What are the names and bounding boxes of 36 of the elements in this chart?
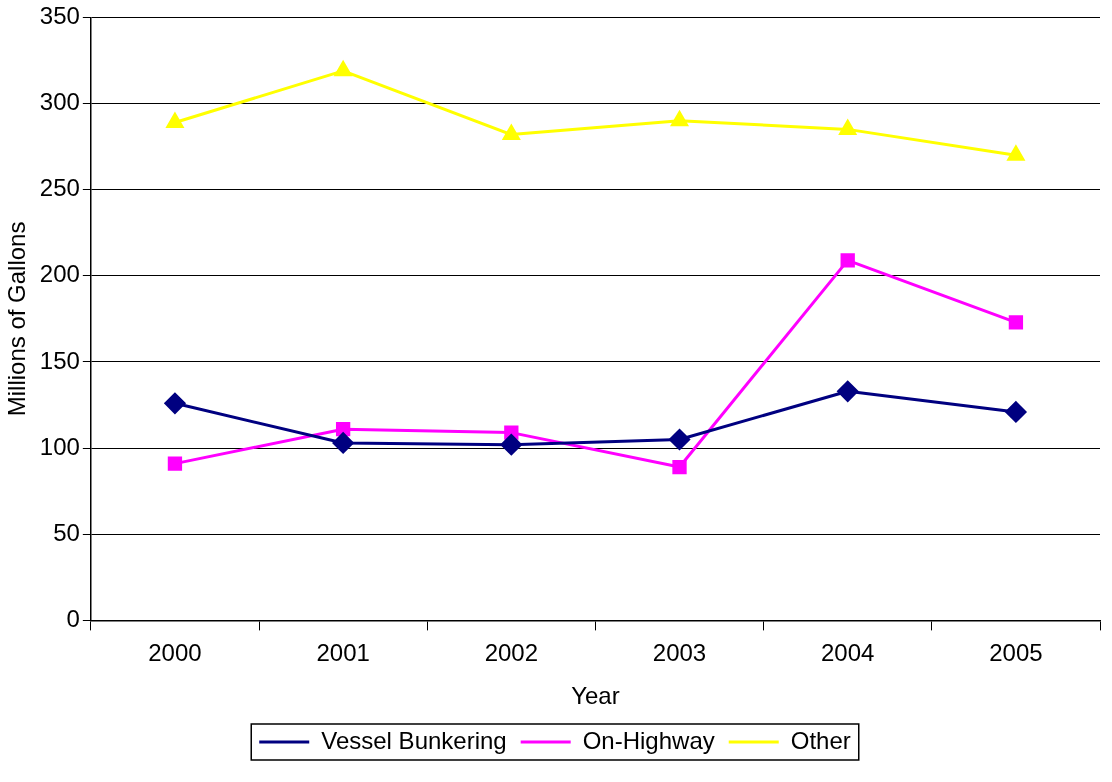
y-tick-label: 300 [39, 88, 80, 116]
point [840, 253, 855, 268]
point [1008, 315, 1024, 330]
x-tick-label: 2001 [316, 639, 370, 667]
point [166, 112, 184, 128]
y-tick-label: 150 [39, 346, 80, 374]
point [500, 434, 522, 456]
x-axis-title: Year [571, 682, 620, 710]
point [502, 125, 520, 141]
legend-label: Other [790, 726, 851, 754]
x-tick-label: 2000 [148, 639, 202, 667]
point [837, 380, 859, 402]
legend-label: On-Highway [582, 726, 715, 754]
y-tick-label: 0 [66, 605, 80, 633]
y-tick-label: 200 [39, 260, 80, 288]
point [167, 456, 183, 471]
y-axis-title: Millions of Gallons [3, 221, 31, 417]
y-tick-label: 50 [53, 518, 80, 546]
point [669, 429, 691, 450]
y-tick-label: 350 [39, 2, 80, 30]
point [334, 61, 352, 77]
y-tick-label: 100 [39, 432, 80, 460]
point [1007, 145, 1025, 161]
point [1005, 401, 1027, 423]
point [335, 422, 351, 437]
point [839, 119, 857, 135]
x-tick-label: 2002 [484, 639, 539, 667]
point [672, 459, 687, 475]
x-tick-label: 2003 [652, 639, 707, 667]
x-tick-label: 2004 [821, 639, 875, 667]
x-tick-label: 2005 [989, 639, 1043, 667]
point [671, 111, 688, 127]
point [332, 432, 354, 454]
point [164, 392, 186, 414]
legend-label: Vessel Bunkering [321, 726, 507, 754]
y-tick-label: 250 [39, 174, 80, 202]
